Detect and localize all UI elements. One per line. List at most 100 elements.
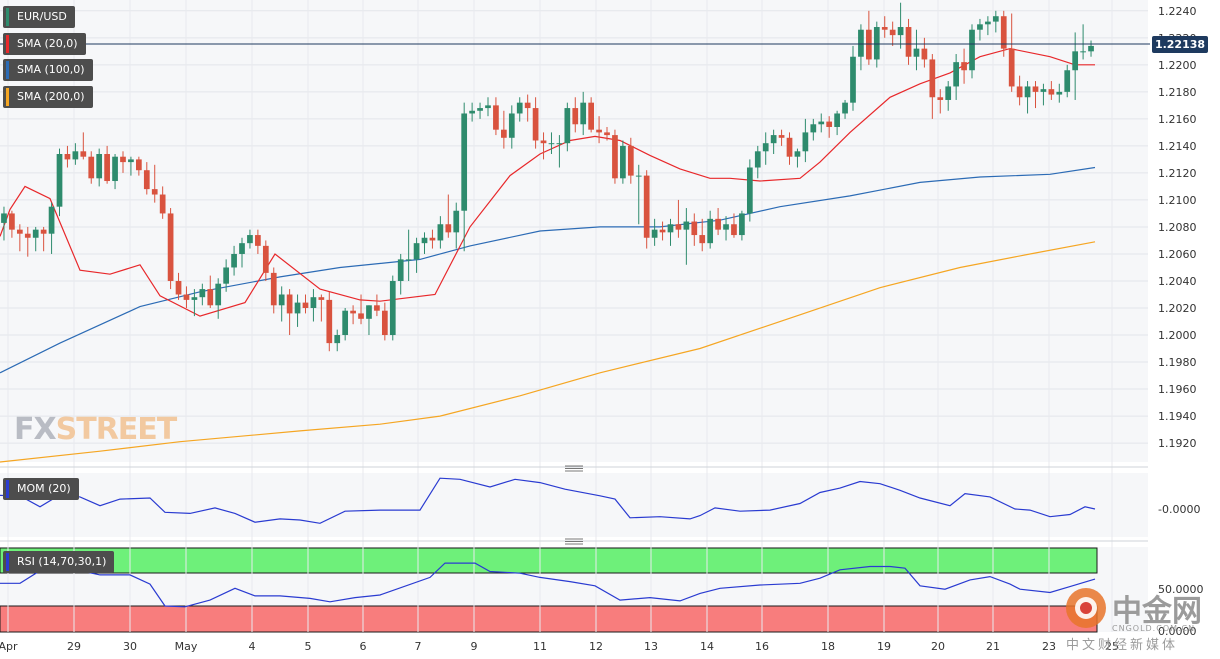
candle-body: [707, 218, 714, 244]
rsi-oversold-zone: [0, 605, 1098, 633]
candle-body: [191, 297, 198, 300]
legend-mom-swatch: [6, 480, 9, 498]
time-tick-label: 12: [589, 640, 603, 653]
candle-body: [1040, 89, 1047, 92]
legend-sma100-swatch: [6, 61, 9, 79]
candle-body: [556, 143, 563, 145]
candle-body: [294, 302, 301, 314]
legend-mom[interactable]: MOM (20): [3, 478, 79, 500]
legend-sma200-label: SMA (200,0): [17, 90, 85, 103]
candle-body: [1088, 45, 1094, 52]
candle-body: [889, 29, 896, 36]
candle-body: [429, 237, 436, 241]
candle-body: [223, 267, 229, 284]
candle-body: [667, 224, 674, 233]
candle-body: [445, 224, 452, 233]
candle-body: [691, 221, 698, 236]
price-tick-label: 1.2000: [1158, 329, 1197, 342]
candle-body: [985, 21, 991, 25]
candle-body: [746, 167, 753, 214]
candle-body: [739, 213, 745, 236]
candle-body: [969, 29, 975, 71]
price-tick-label: 1.2020: [1158, 302, 1197, 315]
time-tick-label: 13: [644, 640, 658, 653]
time-tick-label: 11: [533, 640, 547, 653]
price-tick-label: 1.1920: [1158, 437, 1197, 450]
candle-body: [374, 305, 380, 311]
candle-body: [239, 243, 245, 254]
candle-body: [794, 151, 801, 157]
candle-body: [255, 235, 261, 246]
candle-body: [342, 310, 349, 336]
candle-body: [532, 108, 539, 141]
candle-body: [873, 27, 880, 60]
pane-resize-handle-1[interactable]: [565, 465, 583, 472]
candle-body: [151, 189, 158, 195]
candle-body: [977, 24, 983, 30]
price-tick-label: 1.2060: [1158, 248, 1197, 261]
price-tick-label: 1.2200: [1158, 59, 1197, 72]
candle-body: [580, 102, 587, 125]
price-tick-label: 1.2100: [1158, 194, 1197, 207]
candle-body: [501, 129, 507, 138]
time-tick-label: May: [175, 640, 198, 653]
candle-body: [136, 159, 142, 171]
candle-body: [326, 299, 333, 344]
sma200-line: [0, 241, 1096, 463]
candle-body: [453, 210, 460, 233]
candle-body: [334, 335, 341, 344]
candle-body: [461, 113, 468, 211]
legend-sma200[interactable]: SMA (200,0): [3, 86, 93, 108]
candle-body: [1032, 86, 1039, 92]
pane-resize-handle-2[interactable]: [565, 538, 583, 545]
rsi-overbought-zone: [0, 547, 1098, 574]
candle-body: [842, 102, 848, 114]
mom-pane-bg: [0, 473, 1148, 537]
candle-body: [929, 59, 936, 98]
time-tick-label: 5: [305, 640, 312, 653]
time-tick-label: 29: [67, 640, 81, 653]
candle-body: [937, 97, 944, 100]
candle-body: [366, 305, 372, 319]
candle-body: [651, 229, 658, 238]
candle-body: [921, 48, 928, 60]
candle-body: [588, 102, 594, 130]
candle-body: [731, 224, 737, 236]
price-tick-label: 1.2040: [1158, 275, 1197, 288]
candle-body: [405, 259, 412, 261]
candle-body: [620, 145, 626, 179]
candle-body: [1016, 86, 1023, 98]
candle-body: [318, 297, 325, 300]
fxstreet-logo: FXSTREET: [14, 412, 177, 447]
candle-body: [778, 135, 785, 138]
legend-sma20-label: SMA (20,0): [17, 37, 78, 50]
legend-rsi[interactable]: RSI (14,70,30,1): [3, 551, 115, 573]
legend-symbol[interactable]: EUR/USD: [3, 6, 75, 28]
candle-body: [350, 310, 356, 314]
legend-sma100[interactable]: SMA (100,0): [3, 59, 93, 81]
candle-body: [897, 27, 904, 36]
indicator-layer: [0, 477, 1096, 608]
candle-body: [881, 27, 888, 30]
candle-body: [40, 229, 47, 234]
candle-body: [754, 151, 761, 168]
candle-body: [247, 235, 253, 244]
time-tick-label: 21: [986, 640, 1000, 653]
candle-body: [80, 151, 87, 157]
candle-body: [437, 224, 444, 241]
time-tick-label: 23: [1042, 640, 1056, 653]
candle-body: [786, 137, 793, 157]
candle-body: [1048, 89, 1055, 95]
time-tick-label: 6: [360, 640, 367, 653]
candle-body: [231, 253, 237, 268]
legend-sma20[interactable]: SMA (20,0): [3, 33, 86, 55]
legend-rsi-swatch: [6, 553, 9, 571]
candle-body: [413, 243, 420, 260]
current-price-tag: 1.22138: [1152, 36, 1208, 53]
time-tick-label: 14: [700, 640, 714, 653]
candle-body: [286, 294, 293, 314]
time-tick-label: 20: [931, 640, 945, 653]
price-tick-label: 1.1960: [1158, 383, 1197, 396]
